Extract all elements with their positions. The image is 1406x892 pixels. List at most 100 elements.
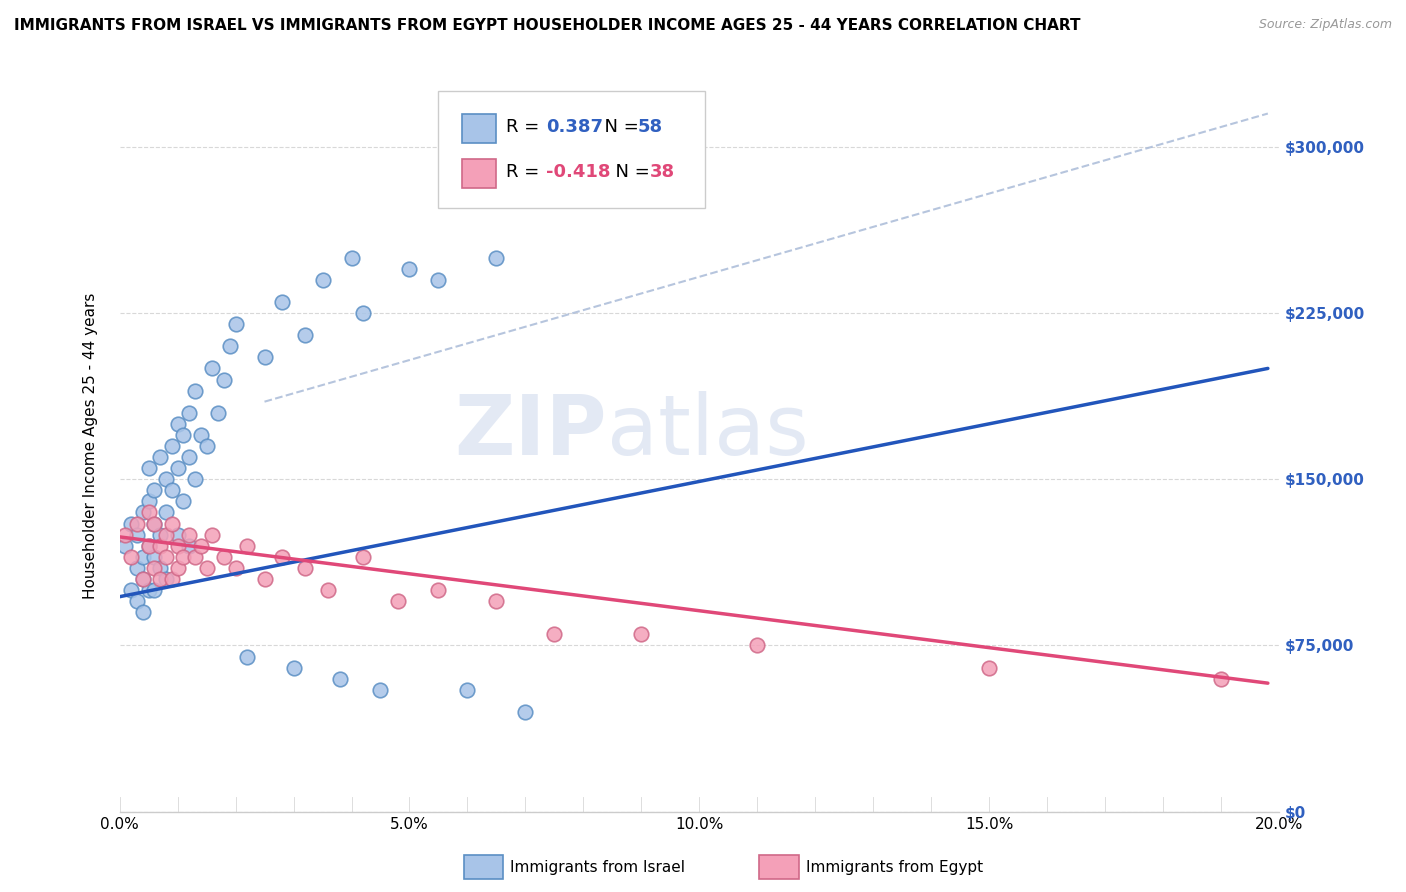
Point: [1211, 672, 1233, 686]
Point: [125, 561, 148, 575]
Point: [294, 328, 316, 343]
Point: [143, 516, 166, 531]
Point: [138, 583, 160, 598]
Point: [225, 561, 247, 575]
Point: [179, 527, 201, 541]
Text: atlas: atlas: [607, 391, 808, 472]
Point: [132, 605, 155, 619]
Point: [143, 583, 166, 598]
Point: [166, 461, 188, 475]
Point: [398, 261, 420, 276]
Point: [184, 384, 207, 398]
Text: -0.418: -0.418: [547, 163, 610, 181]
Point: [283, 660, 305, 674]
Point: [125, 594, 148, 608]
Point: [114, 539, 136, 553]
Point: [515, 705, 537, 719]
Point: [427, 583, 450, 598]
Point: [155, 572, 177, 586]
Point: [195, 561, 218, 575]
Point: [143, 483, 166, 498]
Point: [132, 506, 155, 520]
Point: [149, 561, 172, 575]
Point: [172, 549, 194, 564]
Point: [179, 450, 201, 464]
Point: [179, 406, 201, 420]
Point: [456, 682, 478, 697]
Text: IMMIGRANTS FROM ISRAEL VS IMMIGRANTS FROM EGYPT HOUSEHOLDER INCOME AGES 25 - 44 : IMMIGRANTS FROM ISRAEL VS IMMIGRANTS FRO…: [14, 18, 1081, 33]
Point: [294, 561, 316, 575]
Text: N =: N =: [593, 119, 644, 136]
Point: [155, 506, 177, 520]
Point: [149, 450, 172, 464]
Point: [166, 527, 188, 541]
Text: 38: 38: [650, 163, 675, 181]
FancyBboxPatch shape: [461, 114, 496, 144]
Point: [352, 306, 374, 320]
Point: [218, 339, 240, 353]
Text: R =: R =: [506, 163, 544, 181]
Point: [318, 583, 340, 598]
Point: [125, 527, 148, 541]
Point: [201, 527, 224, 541]
Point: [143, 516, 166, 531]
Point: [155, 527, 177, 541]
Point: [138, 506, 160, 520]
Point: [329, 672, 352, 686]
Point: [370, 682, 392, 697]
Point: [160, 572, 183, 586]
Point: [190, 428, 212, 442]
FancyBboxPatch shape: [461, 159, 496, 188]
Point: [225, 317, 247, 331]
Point: [212, 549, 235, 564]
Point: [201, 361, 224, 376]
Point: [155, 549, 177, 564]
Point: [149, 572, 172, 586]
Point: [132, 572, 155, 586]
Point: [253, 351, 276, 365]
Point: [979, 660, 1001, 674]
Point: [543, 627, 565, 641]
Point: [270, 549, 294, 564]
Point: [212, 372, 235, 386]
Point: [149, 539, 172, 553]
Point: [630, 627, 652, 641]
Point: [747, 639, 769, 653]
Point: [311, 273, 333, 287]
Text: Source: ZipAtlas.com: Source: ZipAtlas.com: [1258, 18, 1392, 31]
Text: 58: 58: [638, 119, 664, 136]
Point: [138, 539, 160, 553]
Point: [166, 417, 188, 431]
Text: N =: N =: [605, 163, 655, 181]
Point: [184, 472, 207, 486]
Point: [427, 273, 450, 287]
Point: [138, 494, 160, 508]
Point: [340, 251, 363, 265]
FancyBboxPatch shape: [439, 91, 706, 209]
Point: [132, 572, 155, 586]
Point: [149, 527, 172, 541]
Point: [114, 527, 136, 541]
Point: [155, 472, 177, 486]
Point: [120, 583, 142, 598]
Point: [179, 539, 201, 553]
Point: [160, 483, 183, 498]
Text: R =: R =: [506, 119, 544, 136]
Point: [253, 572, 276, 586]
Point: [120, 549, 142, 564]
Point: [207, 406, 229, 420]
Point: [184, 549, 207, 564]
Text: 0.387: 0.387: [547, 119, 603, 136]
Point: [172, 494, 194, 508]
Point: [352, 549, 374, 564]
Point: [138, 539, 160, 553]
Point: [190, 539, 212, 553]
Point: [485, 251, 508, 265]
Point: [166, 539, 188, 553]
Point: [160, 439, 183, 453]
Text: ZIP: ZIP: [454, 391, 607, 472]
Point: [485, 594, 508, 608]
Point: [172, 428, 194, 442]
Point: [138, 461, 160, 475]
Point: [387, 594, 409, 608]
